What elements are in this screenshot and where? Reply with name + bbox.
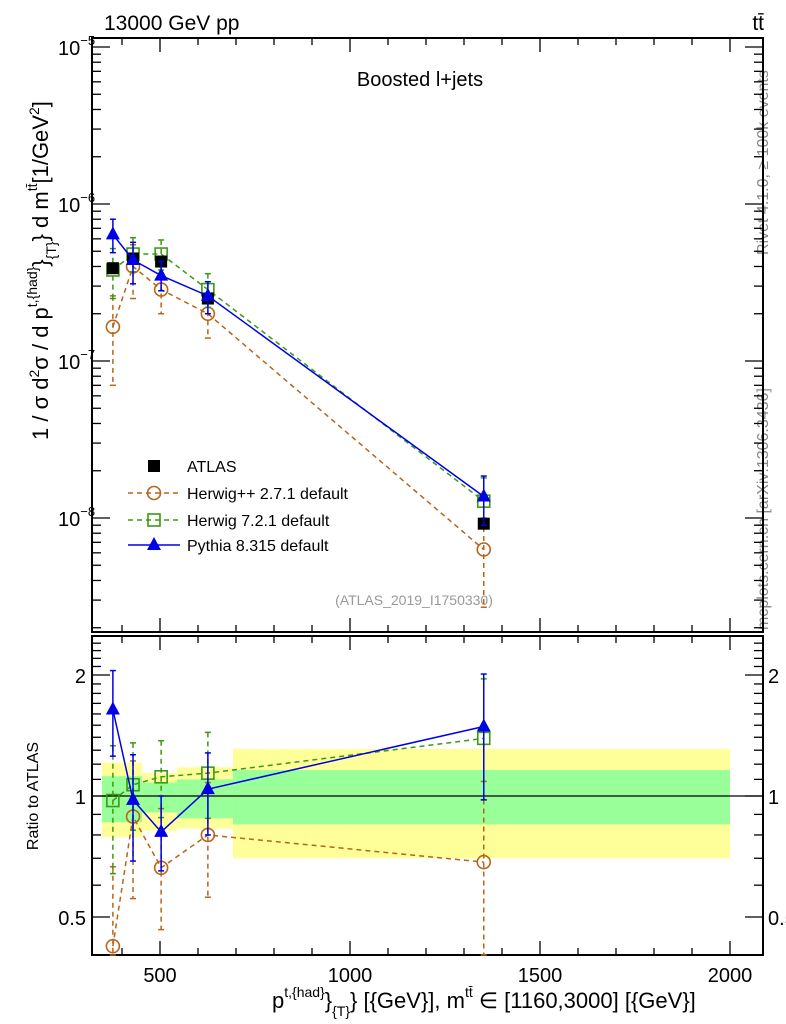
legend-marker (148, 460, 160, 472)
legend-label: Herwig++ 2.7.1 default (187, 486, 349, 503)
main-point-pythia-8-315-default (126, 251, 141, 265)
ratio-point-pythia-8-315-default (200, 781, 215, 795)
legend-marker (147, 513, 161, 527)
ratio-y-tick-label-right: 2 (768, 666, 779, 688)
ratio-y-tick-label-right: 1 (768, 787, 779, 809)
y-axis-label: 1 / σ d2σ / d pt,{had}}{T}} d mtt̄[1/GeV… (24, 101, 59, 440)
ratio-point-pythia-8-315-default (105, 701, 120, 715)
ratio-point-pythia-8-315-default (476, 718, 491, 732)
y-tick-label: 10−6 (58, 190, 95, 217)
ratio-y-axis-label: Ratio to ATLAS (25, 742, 42, 850)
ratio-point-pythia-8-315-default (154, 823, 169, 837)
header-left: 13000 GeV pp (104, 12, 239, 35)
main-line-herwig-7-2-1-default (112, 253, 485, 502)
main-point-pythia-8-315-default (154, 267, 169, 281)
ratio-point-herwig-7-2-1-default (106, 793, 120, 808)
legend-label: Pythia 8.315 default (187, 538, 329, 555)
analysis-id: (ATLAS_2019_I1750330) (335, 592, 493, 608)
y-tick-label: 10−8 (58, 504, 95, 531)
ratio-band-green (232, 770, 730, 825)
x-axis-label: pt,{had}}{T}} [{GeV}], mtt̄ ∈ [1160,3000… (272, 984, 696, 1019)
x-tick-label: 500 (143, 965, 176, 987)
main-line-herwig-2-7-1-default (112, 265, 485, 551)
main-point-pythia-8-315-default (476, 488, 491, 502)
chart-title: Boosted l+jets (357, 69, 483, 91)
y-tick-label: 10−7 (58, 347, 95, 374)
legend-marker (146, 485, 162, 501)
ratio-point-herwig-2-7-1-default (105, 938, 121, 954)
ratio-y-tick-label: 2 (75, 666, 86, 688)
legend-label: ATLAS (187, 459, 237, 476)
main-frame (91, 37, 764, 633)
ratio-y-tick-label: 1 (75, 787, 86, 809)
main-point-herwig-2-7-1-default (105, 319, 121, 335)
main-point-herwig-2-7-1-default (476, 542, 492, 557)
main-line-pythia-8-315-default (112, 233, 485, 498)
legend-label: Herwig 7.2.1 default (187, 513, 330, 530)
legend-marker (147, 537, 161, 550)
ratio-point-herwig-7-2-1-default (154, 769, 168, 784)
main-point-atlas (106, 262, 119, 275)
ratio-point-herwig-2-7-1-default (476, 854, 492, 870)
x-tick-label: 1000 (328, 965, 373, 987)
y-tick-label: 10−5 (58, 33, 95, 60)
ratio-point-pythia-8-315-default (126, 791, 141, 805)
x-tick-label: 2000 (708, 965, 753, 987)
header-right: tt̄ (752, 12, 764, 35)
ratio-y-tick-label: 0.5 (58, 908, 86, 930)
ratio-y-tick-label-right: 0.5 (768, 908, 786, 930)
x-tick-label: 1500 (518, 965, 563, 987)
main-point-pythia-8-315-default (105, 226, 120, 240)
main-point-pythia-8-315-default (200, 287, 215, 301)
ratio-band-green (142, 782, 178, 813)
